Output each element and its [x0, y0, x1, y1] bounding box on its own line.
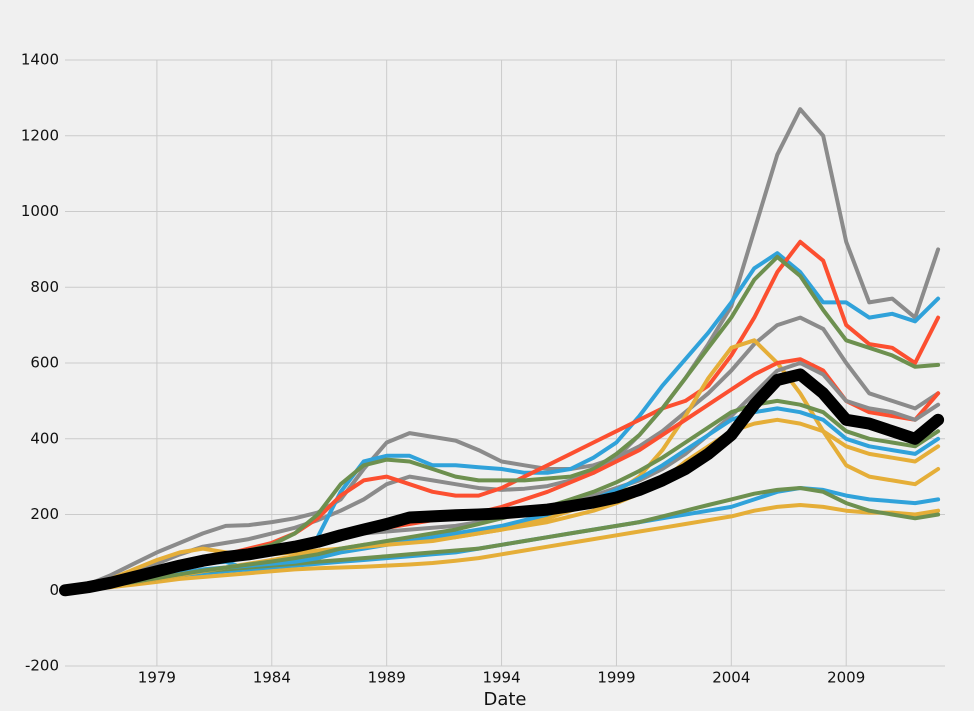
x-tick-label: 1999 — [597, 669, 635, 687]
series-line — [59, 368, 945, 597]
y-tick-label: 600 — [30, 354, 59, 372]
x-tick-label: 1984 — [253, 669, 291, 687]
y-tick-label: -200 — [25, 657, 59, 675]
tick-labels: -200 0 200 400 600 800 1000 1200 1400 1979 1984 198… — [21, 51, 865, 687]
x-tick-label: 2009 — [827, 669, 865, 687]
y-tick-label: 200 — [30, 505, 59, 523]
x-axis-title: Date — [483, 689, 526, 710]
y-tick-label: 1200 — [21, 126, 59, 144]
lines — [59, 107, 945, 597]
y-tick-label: 1000 — [21, 202, 59, 220]
x-tick-label: 2004 — [712, 669, 750, 687]
y-tick-label: 400 — [30, 429, 59, 447]
y-tick-label: 800 — [30, 278, 59, 296]
y-tick-label: 1400 — [21, 51, 59, 69]
x-tick-label: 1979 — [138, 669, 176, 687]
x-tick-label: 1989 — [368, 669, 406, 687]
series-line — [63, 315, 941, 593]
series-line — [63, 503, 941, 593]
grid — [65, 59, 945, 667]
x-tick-label: 1994 — [482, 669, 520, 687]
y-tick-label: 0 — [49, 581, 59, 599]
